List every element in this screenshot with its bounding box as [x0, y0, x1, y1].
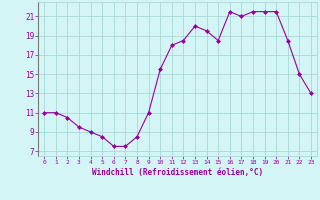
X-axis label: Windchill (Refroidissement éolien,°C): Windchill (Refroidissement éolien,°C) — [92, 168, 263, 177]
